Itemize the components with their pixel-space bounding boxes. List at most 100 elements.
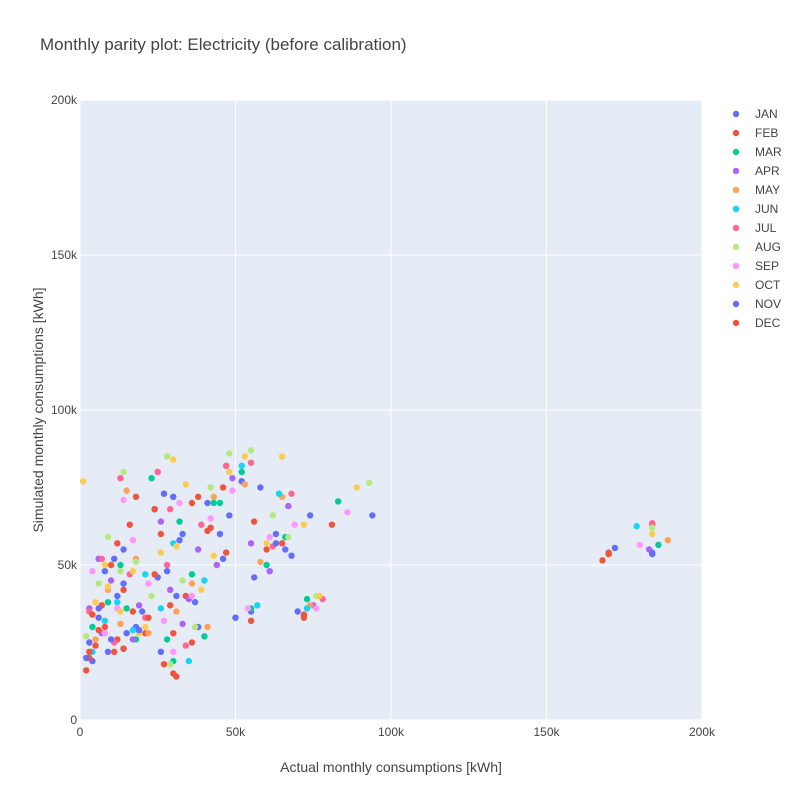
data-point (291, 521, 298, 528)
legend-marker (732, 319, 740, 327)
data-point (599, 557, 606, 564)
legend-label: NOV (755, 297, 781, 311)
legend-label: JAN (755, 107, 778, 121)
legend-item-mar[interactable]: MAR (732, 145, 782, 159)
data-point (285, 502, 292, 510)
data-point (166, 506, 174, 513)
series-oct (79, 453, 656, 637)
legend-item-may[interactable]: MAY (732, 183, 780, 197)
legend-marker (732, 300, 740, 308)
data-point (207, 515, 214, 522)
data-point (222, 549, 230, 556)
data-point (170, 456, 177, 463)
data-point (272, 540, 280, 547)
data-point (95, 605, 102, 612)
data-point (247, 617, 255, 624)
legend-item-aug[interactable]: AUG (732, 240, 781, 254)
data-point (207, 484, 214, 491)
data-point (117, 475, 124, 482)
legend-item-oct[interactable]: OCT (732, 278, 781, 292)
y-tick-label: 100k (51, 403, 78, 417)
data-point (170, 493, 177, 500)
data-point (201, 577, 208, 584)
legend-marker (732, 110, 740, 118)
data-point (282, 546, 289, 553)
legend-item-apr[interactable]: APR (732, 164, 780, 178)
legend-item-sep[interactable]: SEP (732, 259, 779, 273)
data-point (101, 568, 109, 575)
data-point (104, 648, 112, 655)
data-point (272, 530, 280, 538)
data-point (101, 623, 109, 631)
x-tick-label: 200k (689, 725, 716, 739)
data-point (179, 530, 186, 538)
data-point (188, 592, 196, 600)
data-point (95, 626, 102, 634)
legend-item-dec[interactable]: DEC (732, 316, 781, 330)
data-point (191, 623, 199, 631)
legend-marker (732, 281, 740, 289)
data-point (145, 580, 152, 587)
data-point (145, 614, 152, 621)
data-point (288, 552, 295, 559)
legend-item-jul[interactable]: JUL (732, 221, 777, 235)
data-point (160, 617, 168, 624)
data-point (226, 512, 233, 519)
data-point (142, 623, 149, 631)
data-point (151, 506, 158, 513)
data-point (328, 521, 336, 528)
data-point (129, 636, 137, 643)
data-point (275, 490, 283, 497)
data-point (163, 568, 171, 575)
data-point (132, 558, 140, 566)
legend-item-jan[interactable]: JAN (732, 107, 778, 121)
data-point (226, 450, 233, 457)
legend-label: APR (755, 164, 780, 178)
data-point (157, 605, 165, 612)
data-point (89, 611, 96, 618)
data-point (306, 512, 314, 519)
data-point (247, 447, 255, 454)
data-point (213, 561, 221, 569)
data-point (611, 544, 619, 552)
data-point (179, 577, 186, 584)
grid-lines (79, 99, 703, 721)
data-point (148, 475, 155, 482)
data-point (636, 541, 643, 549)
data-point (117, 561, 124, 569)
legend-item-feb[interactable]: FEB (732, 126, 779, 140)
data-point (120, 580, 127, 587)
data-point (86, 639, 93, 646)
x-axis-title: Actual monthly consumptions [kWh] (280, 759, 502, 775)
series-aug (83, 447, 656, 668)
legend-label: AUG (755, 240, 781, 254)
data-point (132, 493, 140, 500)
data-point (95, 614, 102, 621)
data-point (226, 468, 233, 476)
legend-item-jun[interactable]: JUN (732, 202, 779, 216)
x-tick-label: 100k (378, 725, 405, 739)
data-point (151, 571, 158, 578)
x-tick-label: 0 (77, 725, 84, 739)
data-point (89, 568, 96, 575)
data-point (114, 540, 121, 547)
data-point (120, 645, 127, 652)
legend-marker (732, 148, 740, 156)
data-point (129, 568, 137, 575)
data-point (344, 509, 351, 516)
legend-label: OCT (755, 278, 781, 292)
legend-label: DEC (755, 316, 781, 330)
data-point (216, 530, 224, 538)
legend-marker (732, 224, 740, 232)
data-point (238, 462, 245, 469)
legend-item-nov[interactable]: NOV (732, 297, 781, 311)
data-point (188, 580, 196, 587)
data-point (232, 614, 239, 621)
data-point (247, 540, 255, 547)
legend[interactable]: JAN FEB MAR APR MAY JUN JUL AUG SEP OCT NOV DEC (732, 107, 782, 330)
y-tick-label: 200k (51, 93, 78, 107)
data-point (303, 605, 311, 612)
data-point (222, 462, 230, 469)
data-point (123, 630, 130, 637)
data-point (160, 490, 168, 497)
